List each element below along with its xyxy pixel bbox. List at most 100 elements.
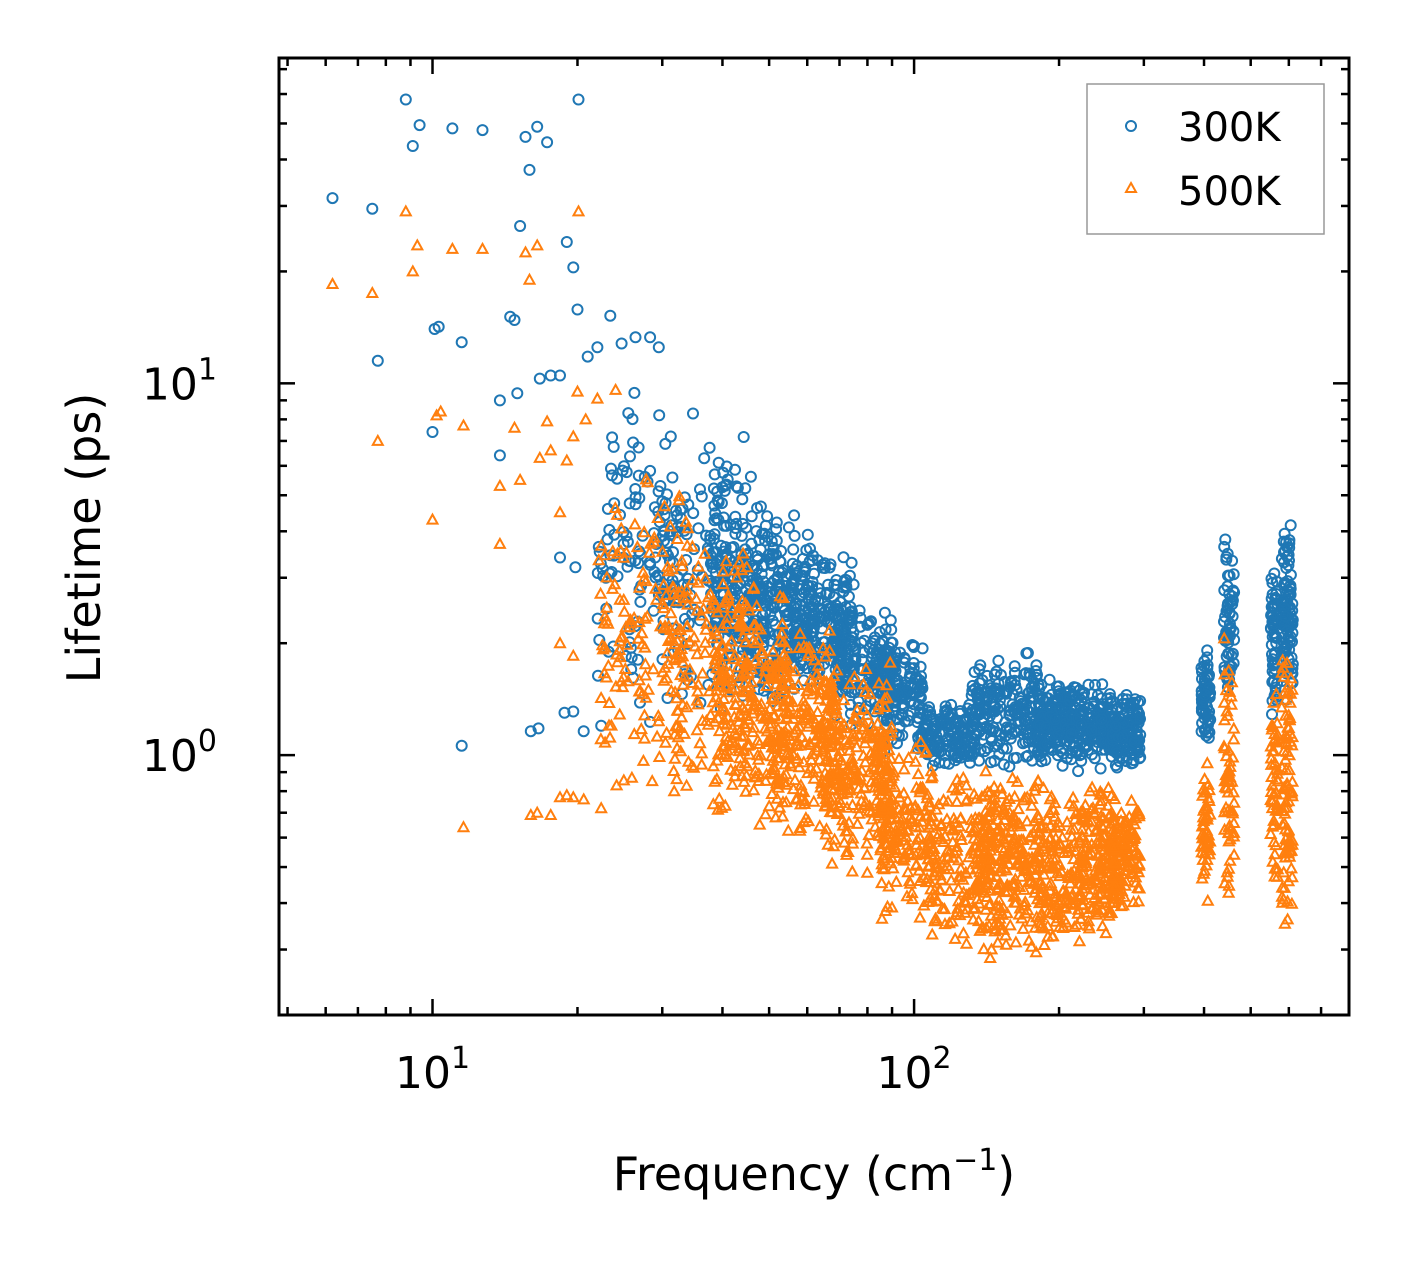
point-300K (626, 413, 639, 426)
point-500K (712, 724, 727, 737)
point-500K (681, 754, 696, 767)
point-500K (1093, 787, 1107, 800)
point-500K (748, 617, 763, 630)
point-500K (673, 720, 687, 733)
point-500K (779, 747, 794, 760)
point-500K (807, 771, 821, 784)
point-300K (1199, 688, 1212, 701)
point-500K (667, 727, 682, 740)
point-300K (426, 426, 439, 438)
point-300K (725, 650, 738, 663)
x-axis-label: Frequency (cm−1) (613, 1143, 1016, 1201)
point-500K (950, 905, 964, 918)
point-500K (425, 512, 440, 525)
point-500K (928, 883, 942, 896)
point-500K (794, 783, 808, 796)
point-300K (1227, 568, 1240, 581)
point-500K (872, 676, 886, 689)
point-300K (1129, 727, 1142, 740)
point-300K (885, 623, 898, 636)
point-300K (554, 551, 566, 564)
point-500K (796, 694, 811, 707)
point-500K (1128, 860, 1142, 873)
point-500K (758, 773, 773, 786)
point-500K (1222, 878, 1236, 891)
point-500K (769, 810, 783, 823)
point-500K (860, 865, 874, 878)
point-500K (880, 761, 894, 774)
point-300K (1125, 757, 1138, 770)
point-500K (852, 806, 866, 819)
point-500K (857, 797, 871, 810)
point-300K (989, 740, 1002, 753)
point-500K (843, 677, 857, 690)
point-500K (1277, 880, 1292, 893)
point-500K (855, 722, 870, 735)
point-500K (600, 600, 614, 613)
point-300K (720, 549, 733, 562)
point-300K (1128, 736, 1141, 749)
point-500K (690, 647, 704, 660)
point-500K (598, 640, 612, 653)
point-500K (860, 708, 874, 721)
point-300K (632, 441, 645, 454)
point-500K (1266, 819, 1280, 832)
point-500K (806, 765, 820, 778)
point-500K (776, 769, 791, 782)
point-500K (1126, 895, 1141, 908)
point-500K (879, 815, 894, 828)
point-500K (592, 553, 606, 566)
point-500K (1275, 700, 1289, 713)
point-500K (803, 735, 817, 748)
point-500K (793, 626, 807, 639)
point-500K (659, 725, 674, 738)
point-500K (1221, 885, 1236, 898)
point-500K (631, 631, 645, 644)
point-300K (1052, 680, 1065, 693)
point-300K (1049, 713, 1061, 726)
point-500K (602, 718, 616, 731)
point-500K (689, 591, 703, 604)
point-500K (731, 741, 746, 754)
point-300K (607, 440, 620, 453)
point-500K (913, 910, 927, 923)
point-300K (366, 202, 379, 215)
legend-box (1086, 83, 1325, 235)
point-500K (856, 714, 870, 727)
point-300K (1202, 682, 1215, 695)
point-300K (631, 653, 644, 666)
point-500K (754, 703, 769, 716)
point-300K (605, 462, 617, 475)
point-500K (883, 759, 897, 772)
point-500K (1036, 780, 1051, 793)
point-300K (834, 652, 846, 665)
point-500K (1049, 820, 1063, 833)
point-500K (685, 675, 699, 688)
point-500K (1194, 839, 1209, 852)
point-300K (1074, 726, 1087, 739)
point-500K (1053, 836, 1067, 849)
point-500K (1264, 826, 1278, 839)
point-300K (767, 541, 780, 554)
point-300K (985, 682, 997, 695)
point-500K (945, 823, 959, 836)
point-500K (923, 874, 937, 887)
point-500K (952, 819, 966, 832)
point-300K (1198, 676, 1211, 689)
point-300K (845, 556, 858, 569)
point-500K (1043, 883, 1057, 896)
point-500K (818, 649, 833, 662)
point-500K (766, 644, 780, 657)
point-300K (567, 705, 580, 718)
point-300K (1077, 688, 1089, 701)
point-500K (598, 735, 612, 748)
point-500K (862, 803, 876, 816)
point-500K (711, 802, 725, 815)
point-500K (1033, 873, 1047, 886)
point-300K (837, 581, 850, 594)
point-500K (1101, 865, 1115, 878)
point-500K (1122, 809, 1136, 822)
point-500K (1281, 824, 1295, 837)
point-300K (666, 471, 679, 484)
point-300K (1074, 703, 1087, 716)
